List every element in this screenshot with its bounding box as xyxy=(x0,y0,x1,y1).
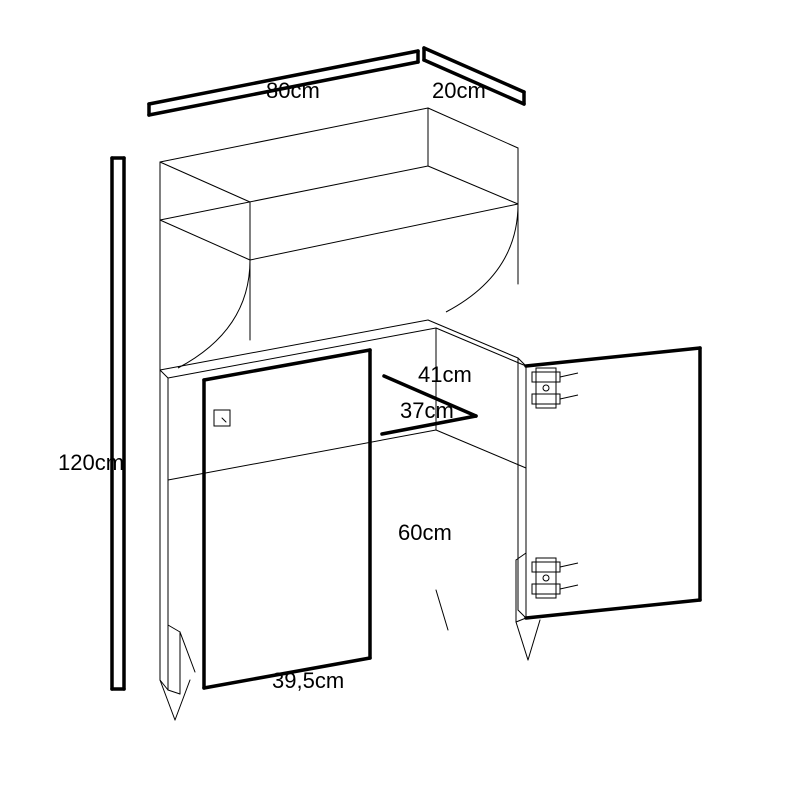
furniture-technical-drawing: 80cm 20cm 120cm 41cm 37cm 60cm 39,5cm xyxy=(0,0,800,800)
outline-lines-thin xyxy=(160,108,540,720)
dimension-labels: 80cm 20cm 120cm 41cm 37cm 60cm 39,5cm xyxy=(58,78,486,693)
dimension-label-width_top: 80cm xyxy=(266,78,320,103)
dimension-label-depth_top: 20cm xyxy=(432,78,486,103)
dimension-label-shelf_depth: 41cm xyxy=(418,362,472,387)
door-hinges xyxy=(532,368,578,598)
outline-curves xyxy=(178,204,518,368)
dimension-lines-thick xyxy=(112,48,700,689)
dimension-label-door_width: 39,5cm xyxy=(272,668,344,693)
dimension-label-height_total: 120cm xyxy=(58,450,124,475)
dimension-label-door_height: 60cm xyxy=(398,520,452,545)
dimension-label-shelf_inner: 37cm xyxy=(400,398,454,423)
hinge-icon xyxy=(532,368,578,408)
hinge-icon xyxy=(532,558,578,598)
